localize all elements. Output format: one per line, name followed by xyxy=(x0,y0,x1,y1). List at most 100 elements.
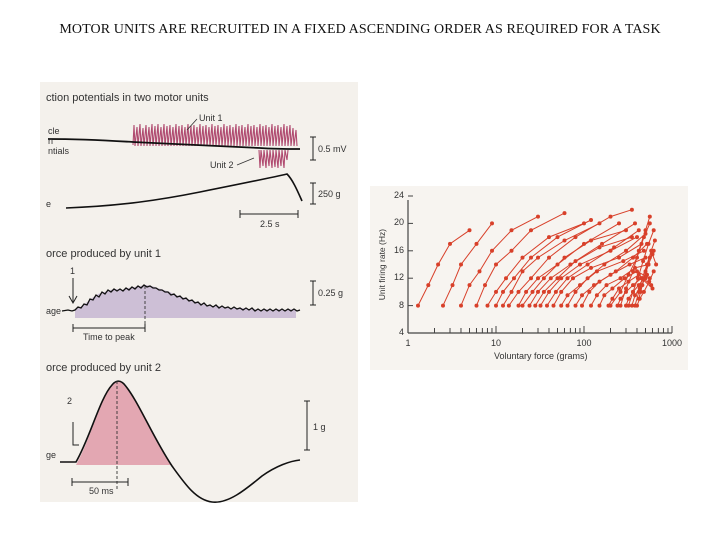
data-point xyxy=(626,272,631,277)
panel-a-heading: ction potentials in two motor units xyxy=(46,92,209,104)
data-point xyxy=(621,259,626,264)
data-point xyxy=(629,207,634,212)
data-point xyxy=(633,221,637,226)
series-line xyxy=(534,222,636,306)
time-to-peak-bar xyxy=(72,324,146,332)
data-point xyxy=(551,303,556,308)
panel-c-side-label: ge xyxy=(46,450,57,460)
data-point xyxy=(538,303,543,308)
series-line xyxy=(628,230,655,306)
data-point xyxy=(612,245,617,250)
g-scale-bar-0-25 xyxy=(310,280,316,306)
data-point xyxy=(555,235,560,240)
data-point xyxy=(633,303,637,308)
data-point xyxy=(559,303,564,308)
data-point xyxy=(618,276,623,281)
data-point xyxy=(647,221,652,226)
unit2-marker-number: 2 xyxy=(67,396,73,406)
data-point xyxy=(573,289,578,294)
data-point xyxy=(629,303,634,308)
firing-rate-series-28 xyxy=(618,214,652,308)
data-point xyxy=(647,279,652,284)
firing-rate-series-29 xyxy=(626,228,656,308)
data-point xyxy=(600,241,604,246)
data-point xyxy=(562,238,567,243)
data-point xyxy=(610,296,615,301)
data-point xyxy=(573,303,578,308)
panel-b-side-label: age xyxy=(46,306,62,316)
data-point xyxy=(555,276,560,281)
data-point xyxy=(504,276,508,281)
firing-rate-series-4 xyxy=(474,211,567,308)
data-point xyxy=(635,269,639,274)
data-point xyxy=(509,248,514,253)
data-point xyxy=(536,276,540,281)
data-point xyxy=(608,214,613,219)
data-point xyxy=(580,303,584,308)
unit2-stimulus-marker xyxy=(72,422,79,446)
data-point xyxy=(533,303,538,308)
data-point xyxy=(485,303,490,308)
data-point xyxy=(646,262,651,267)
data-point xyxy=(509,228,514,233)
firing-rate-series-11 xyxy=(527,235,634,308)
data-point xyxy=(565,293,570,298)
data-point xyxy=(597,303,602,308)
data-point xyxy=(651,228,656,233)
data-point xyxy=(562,255,567,260)
data-point xyxy=(506,303,511,308)
firing-rate-series-1 xyxy=(416,228,472,308)
data-point xyxy=(622,276,627,281)
data-point xyxy=(610,286,615,291)
data-point xyxy=(631,255,635,260)
series-line xyxy=(442,223,493,306)
data-point xyxy=(547,289,551,294)
data-point xyxy=(553,289,558,294)
data-point xyxy=(645,272,649,277)
firing-rate-series-7 xyxy=(501,221,602,308)
data-point xyxy=(589,265,593,270)
firing-rate-series-27 xyxy=(608,221,652,308)
data-point xyxy=(641,276,646,281)
data-point xyxy=(580,293,584,298)
data-point xyxy=(633,293,637,298)
data-point xyxy=(627,262,632,267)
unit2-force-trace xyxy=(60,380,301,503)
data-point xyxy=(608,303,613,308)
data-point xyxy=(604,283,609,288)
data-point xyxy=(529,276,533,281)
data-point xyxy=(509,289,514,294)
data-point xyxy=(618,296,623,301)
data-point xyxy=(426,283,431,288)
x-tick-label: 100 xyxy=(576,338,592,348)
data-point xyxy=(602,262,607,267)
data-point xyxy=(631,289,635,294)
data-point xyxy=(641,289,646,294)
data-point xyxy=(635,235,639,240)
firing-rate-series-14 xyxy=(545,228,641,308)
ms-scale-label: 50 ms xyxy=(89,486,114,496)
unit2-spike-burst xyxy=(258,149,289,169)
data-point xyxy=(652,238,657,243)
data-point xyxy=(520,269,525,274)
data-point xyxy=(587,289,592,294)
unit1-force-trace xyxy=(61,284,301,312)
data-point xyxy=(527,303,532,308)
data-point xyxy=(529,255,533,260)
data-point xyxy=(651,269,656,274)
y-tick-label: 4 xyxy=(398,327,404,337)
data-point xyxy=(516,303,521,308)
data-point xyxy=(516,289,521,294)
action-potential-baseline xyxy=(47,138,301,150)
g-scale-label-250: 250 g xyxy=(318,189,341,199)
firing-rate-series-2 xyxy=(441,221,494,308)
data-point xyxy=(631,283,635,288)
g-scale-label-1: 1 g xyxy=(313,422,326,432)
data-point xyxy=(490,221,494,226)
firing-rate-series-8 xyxy=(506,207,634,308)
series-line xyxy=(540,236,638,306)
x-tick-label: 1 xyxy=(405,338,411,348)
data-point xyxy=(589,238,593,243)
data-point xyxy=(626,296,631,301)
